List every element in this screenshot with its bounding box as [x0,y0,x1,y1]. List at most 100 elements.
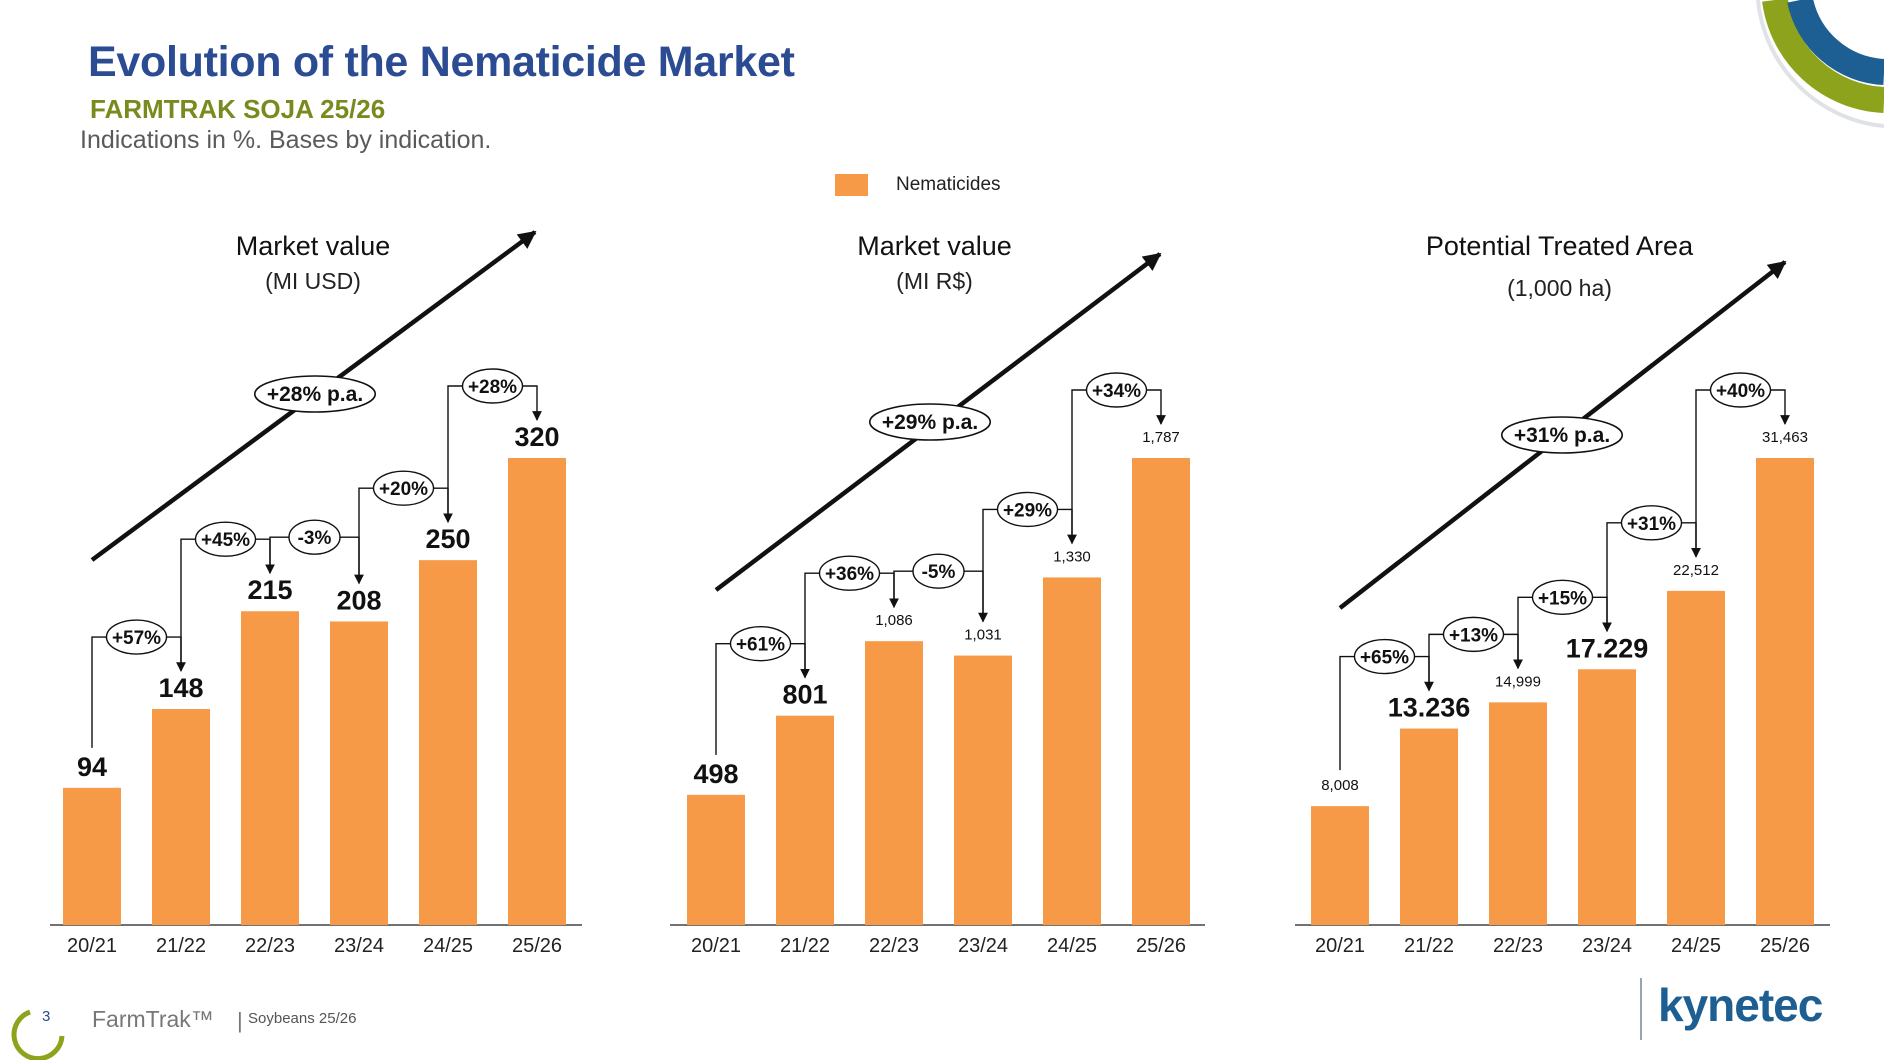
bar-value-label: 1,330 [1053,548,1091,565]
growth-badge [288,519,341,555]
x-tick-label: 24/25 [1671,935,1721,957]
growth-badge [372,470,435,506]
x-tick-label: 25/26 [512,935,562,957]
logo-divider [1640,978,1642,1040]
footer-separator: | [237,1008,243,1033]
chart-title: Potential Treated Area [1426,231,1694,261]
footer-subtitle: Soybeans 25/26 [248,1010,357,1027]
bar [63,787,121,925]
decorative-arcs [1756,0,1884,128]
growth-badge [912,553,965,589]
x-tick-label: 22/23 [1493,935,1543,957]
growth-badge [1442,616,1505,653]
bar [508,458,566,925]
chart-title: Market value [236,231,391,261]
bar [687,794,745,925]
x-tick-label: 21/22 [780,935,830,957]
x-tick-label: 23/24 [1582,935,1632,957]
growth-label: +15% [1538,588,1587,609]
bar-value-label: 148 [158,673,203,703]
growth-badge [1085,372,1148,408]
bar [1756,458,1814,925]
bar [1667,590,1725,925]
cagr-badge [868,403,992,441]
bar-value-label: 14,999 [1495,673,1541,690]
growth-badge [461,368,524,404]
growth-label: +40% [1716,381,1765,402]
bar-value-label: 215 [247,575,292,605]
bar [419,560,477,925]
growth-badge [996,491,1059,528]
growth-label: +20% [379,479,428,500]
legend: Nematicides [835,174,1001,196]
bar [241,611,299,925]
bar [1489,702,1547,925]
growth-label: -3% [298,528,332,549]
growth-label: +57% [112,628,161,649]
bar-value-label: 1,086 [875,612,913,629]
bar [1400,728,1458,925]
bar-value-label: 17.229 [1566,633,1649,663]
chart-subtitle: (MI USD) [265,268,361,294]
cagr-label: +28% p.a. [267,383,363,406]
growth-badge [1353,638,1416,675]
cagr-badge [253,375,377,413]
footer-logo-arc-icon [11,1009,65,1060]
bar-value-label: 94 [77,752,107,782]
bar-value-label: 801 [782,680,827,710]
x-tick-label: 25/26 [1760,935,1810,957]
x-tick-label: 20/21 [691,935,741,957]
growth-label: +61% [736,635,785,656]
chart-subtitle: (MI R$) [896,268,973,294]
growth-badge [1620,505,1683,541]
cagr-badge [1500,416,1624,454]
bar [954,655,1012,925]
growth-badge [105,619,168,655]
x-tick-label: 23/24 [334,935,384,957]
bar [152,709,210,925]
chart-title: Market value [857,231,1012,261]
bar [1311,806,1369,925]
page-title: Evolution of the Nematicide Market [88,38,795,86]
x-tick-label: 21/22 [1404,935,1454,957]
x-tick-label: 20/21 [1315,935,1365,957]
growth-label: +28% [468,377,517,398]
growth-label: +34% [1092,381,1141,402]
chart-panel-3: Potential Treated Area (1,000 ha) 20/21 8,0… [1295,231,1830,957]
bar [1043,577,1101,925]
legend-label: Nematicides [896,174,1001,195]
bar-value-label: 498 [693,759,738,789]
growth-badge [1531,579,1594,615]
growth-label: +29% [1003,500,1052,521]
growth-badge [1709,372,1772,408]
bar-value-label: 13.236 [1388,693,1471,723]
growth-badge [194,521,257,557]
footer-brand: FarmTrak™ [92,1006,214,1032]
kynetec-logo: kynetec [1658,979,1823,1031]
bar [330,621,388,925]
growth-label: +36% [825,564,874,585]
bar [865,641,923,925]
growth-badge [818,555,881,591]
bar-value-label: 8,008 [1321,777,1359,794]
growth-label: +65% [1360,648,1409,669]
x-tick-label: 24/25 [423,935,473,957]
bar-value-label: 1,031 [964,627,1002,644]
page-note: Indications in %. Bases by indication. [80,126,492,154]
x-tick-label: 21/22 [156,935,206,957]
x-tick-label: 20/21 [67,935,117,957]
chart-subtitle: (1,000 ha) [1507,275,1612,301]
growth-label: +13% [1449,625,1498,646]
bar [1578,669,1636,925]
x-tick-label: 22/23 [869,935,919,957]
bar [1132,458,1190,925]
x-tick-label: 25/26 [1136,935,1186,957]
cagr-label: +31% p.a. [1514,424,1610,447]
bar-value-label: 31,463 [1762,429,1808,446]
bar-value-label: 250 [425,524,470,554]
page-subtitle: FARMTRAK SOJA 25/26 [90,94,386,124]
chart-panel-1: Market value (MI USD) 20/21 94 21/22 148 22/23… [50,230,582,957]
growth-label: -5% [922,562,956,583]
x-tick-label: 24/25 [1047,935,1097,957]
